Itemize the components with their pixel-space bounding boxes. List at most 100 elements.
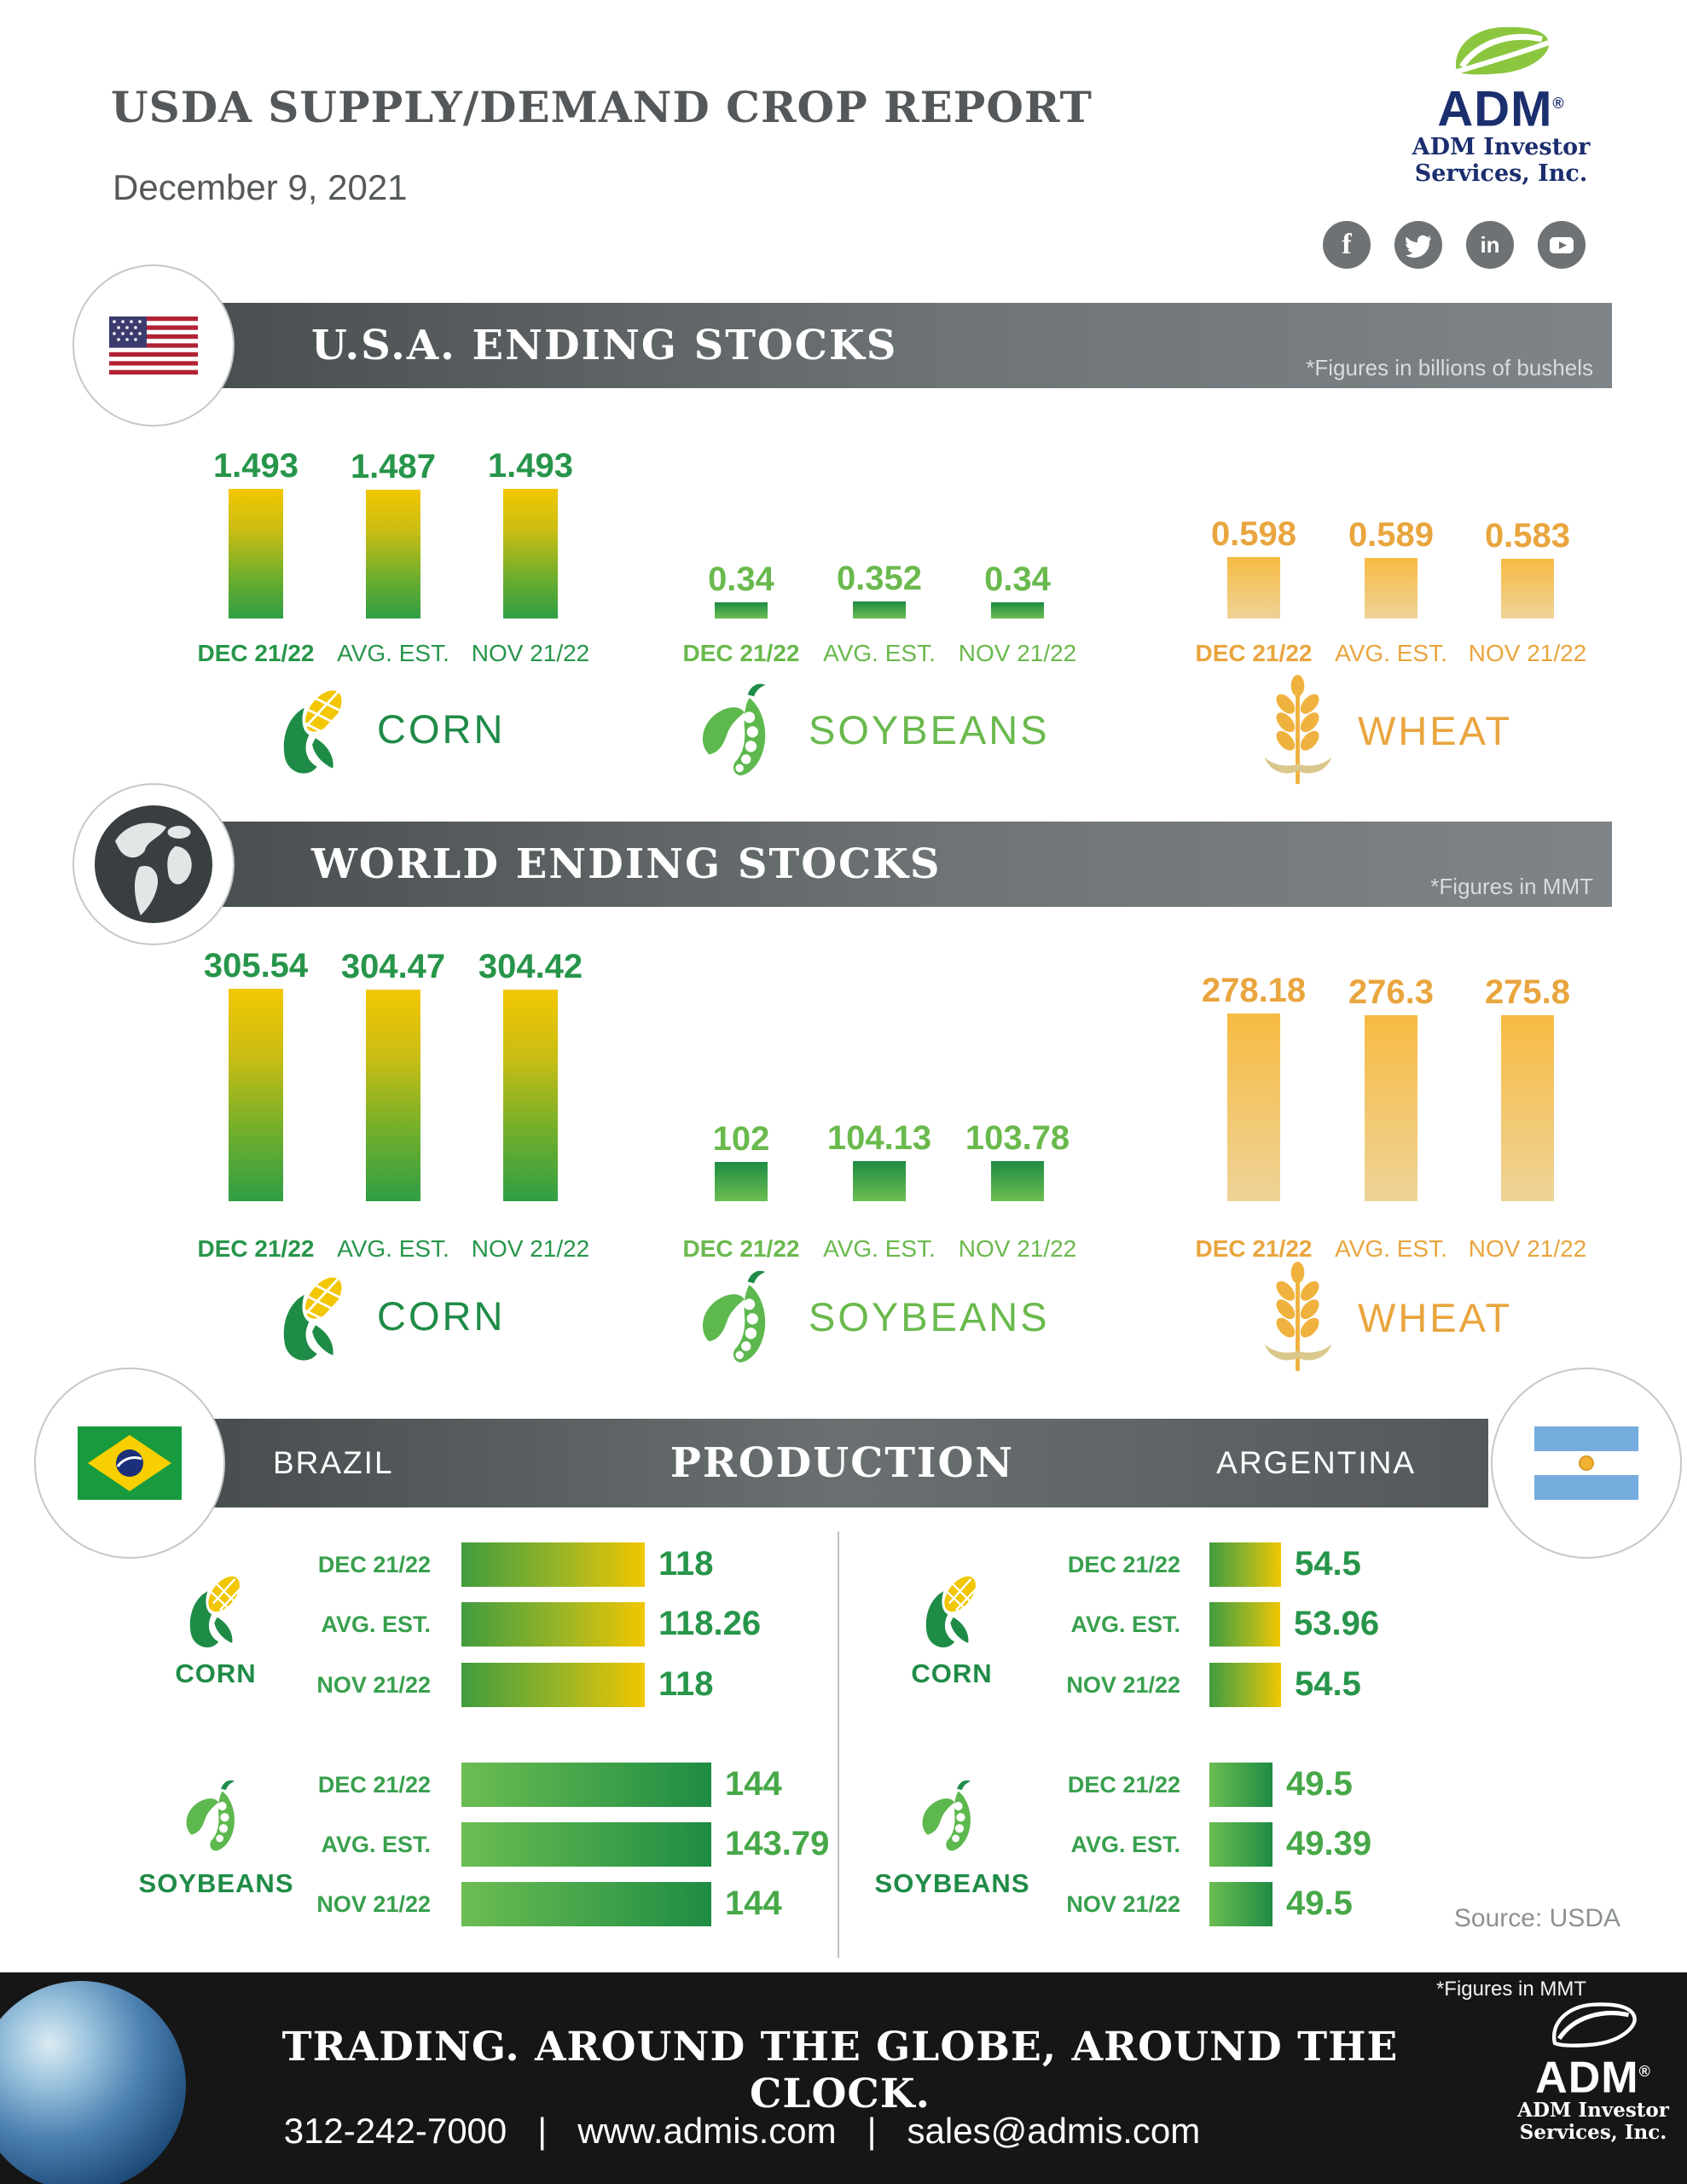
argentina-corn-legend: CORN <box>901 1568 1003 1689</box>
bar-argentina-soybeans-2 <box>1209 1882 1272 1926</box>
value-brazil-soybeans-2: 144 <box>725 1885 782 1922</box>
row-label-argentina-corn-2: NOV 21/22 <box>1066 1672 1180 1698</box>
category-usa-ending-stocks-corn-2: NOV 21/22 <box>471 640 590 666</box>
value-world-ending-stocks-corn-2: 304.42 <box>478 948 583 985</box>
source-note: Source: USDA <box>1453 1904 1620 1932</box>
row-label-brazil-soybeans-0: DEC 21/22 <box>317 1772 431 1798</box>
adm-logo: ADM® ADM Investor Services, Inc. <box>1399 24 1603 187</box>
world-banner-title: WORLD ENDING STOCKS <box>311 840 942 888</box>
bar-argentina-soybeans-0 <box>1209 1763 1272 1807</box>
value-brazil-corn-2: 118 <box>658 1665 714 1703</box>
bar-world-ending-stocks-wheat-0 <box>1227 1014 1280 1201</box>
bar-usa-ending-stocks-wheat-1 <box>1365 558 1417 619</box>
earth-image <box>0 1981 186 2184</box>
bar-world-ending-stocks-soybeans-1 <box>853 1161 906 1201</box>
production-title: PRODUCTION <box>670 1439 1015 1487</box>
row-label-argentina-soybeans-2: NOV 21/22 <box>1066 1891 1180 1917</box>
brazil-flag-icon <box>78 1426 182 1500</box>
separator: | <box>537 2111 548 2151</box>
value-brazil-corn-1: 118.26 <box>658 1605 762 1642</box>
linkedin-icon[interactable]: in <box>1466 221 1514 269</box>
page-title: USDA SUPPLY/DEMAND CROP REPORT <box>111 82 1093 132</box>
usa-banner: U.S.A. ENDING STOCKS *Figures in billion… <box>141 303 1612 388</box>
value-argentina-corn-0: 54.5 <box>1295 1545 1361 1583</box>
world-wheat-legend: WHEAT <box>1261 1261 1512 1374</box>
brazil-label: BRAZIL <box>273 1445 394 1480</box>
adm-brand-text: ADM® <box>1437 81 1565 137</box>
category-usa-ending-stocks-wheat-1: AVG. EST. <box>1335 640 1447 666</box>
category-world-ending-stocks-soybeans-2: NOV 21/22 <box>958 1235 1077 1262</box>
category-world-ending-stocks-corn-0: DEC 21/22 <box>197 1235 315 1262</box>
value-usa-ending-stocks-soybeans-2: 0.34 <box>984 561 1051 598</box>
world-corn-legend: CORN <box>273 1268 505 1363</box>
brazil-soybeans-name: SOYBEANS <box>138 1868 294 1898</box>
world-soybeans-legend: SOYBEANS <box>698 1263 1050 1370</box>
bar-world-ending-stocks-wheat-1 <box>1365 1015 1417 1201</box>
bar-brazil-corn-2 <box>461 1663 645 1707</box>
email-link[interactable]: sales@admis.com <box>907 2111 1201 2151</box>
usa-flag-icon <box>109 317 198 375</box>
separator: | <box>867 2111 877 2151</box>
usa-wheat-name: WHEAT <box>1358 707 1513 753</box>
bar-brazil-soybeans-2 <box>461 1882 711 1926</box>
value-usa-ending-stocks-wheat-0: 0.598 <box>1210 515 1297 553</box>
value-world-ending-stocks-soybeans-1: 104.13 <box>826 1119 932 1157</box>
facebook-icon[interactable]: f <box>1323 221 1371 269</box>
row-label-argentina-soybeans-0: DEC 21/22 <box>1067 1772 1180 1798</box>
category-world-ending-stocks-corn-2: NOV 21/22 <box>471 1235 590 1262</box>
value-argentina-soybeans-1: 49.39 <box>1286 1825 1372 1862</box>
category-usa-ending-stocks-soybeans-0: DEC 21/22 <box>682 640 800 666</box>
bar-argentina-corn-1 <box>1209 1602 1280 1647</box>
value-world-ending-stocks-corn-1: 304.47 <box>340 948 446 985</box>
value-brazil-soybeans-1: 143.79 <box>725 1825 830 1862</box>
value-world-ending-stocks-wheat-1: 276.3 <box>1348 973 1435 1011</box>
world-wheat-name: WHEAT <box>1358 1294 1513 1340</box>
soybean-icon <box>702 683 766 775</box>
world-banner-note: *Figures in MMT <box>1430 874 1593 899</box>
bar-argentina-corn-2 <box>1209 1663 1281 1707</box>
twitter-icon[interactable] <box>1394 221 1442 269</box>
category-world-ending-stocks-corn-1: AVG. EST. <box>337 1235 449 1262</box>
category-usa-ending-stocks-wheat-0: DEC 21/22 <box>1195 640 1313 666</box>
value-usa-ending-stocks-wheat-1: 0.589 <box>1348 516 1435 554</box>
bar-world-ending-stocks-corn-1 <box>366 990 420 1201</box>
category-world-ending-stocks-soybeans-1: AVG. EST. <box>823 1235 936 1262</box>
adm-leaf-icon <box>1456 26 1550 75</box>
argentina-label: ARGENTINA <box>1216 1445 1416 1480</box>
usa-corn-legend: CORN <box>273 681 505 776</box>
category-usa-ending-stocks-soybeans-1: AVG. EST. <box>823 640 936 666</box>
usa-wheat-legend: WHEAT <box>1261 674 1512 787</box>
phone-number[interactable]: 312-242-7000 <box>283 2111 507 2151</box>
adm-leaf-icon <box>1551 2002 1637 2048</box>
category-world-ending-stocks-soybeans-0: DEC 21/22 <box>682 1235 800 1262</box>
value-usa-ending-stocks-corn-1: 1.487 <box>350 448 437 485</box>
category-world-ending-stocks-wheat-0: DEC 21/22 <box>1195 1235 1313 1262</box>
footer-adm-subtitle-line2: Services, Inc. <box>1519 2121 1667 2145</box>
globe-circle <box>72 783 235 945</box>
usa-flag-circle <box>72 264 235 427</box>
bar-argentina-soybeans-1 <box>1209 1822 1272 1867</box>
usa-banner-note: *Figures in billions of bushels <box>1306 355 1593 380</box>
argentina-flag-circle <box>1491 1368 1682 1559</box>
value-usa-ending-stocks-soybeans-1: 0.352 <box>836 560 923 597</box>
youtube-icon[interactable] <box>1538 221 1586 269</box>
corn-icon <box>283 1270 349 1361</box>
row-label-argentina-corn-0: DEC 21/22 <box>1067 1552 1180 1577</box>
soybean-icon <box>922 1780 971 1851</box>
bar-world-ending-stocks-soybeans-2 <box>991 1161 1044 1201</box>
production-divider <box>838 1531 839 1958</box>
report-date: December 9, 2021 <box>113 167 408 207</box>
value-brazil-corn-0: 118 <box>658 1545 714 1583</box>
adm-subtitle-line2: Services, Inc. <box>1414 160 1588 188</box>
wheat-icon <box>1264 1261 1332 1372</box>
value-argentina-soybeans-0: 49.5 <box>1286 1765 1353 1803</box>
value-usa-ending-stocks-corn-2: 1.493 <box>487 447 574 485</box>
bar-brazil-corn-0 <box>461 1542 645 1587</box>
category-usa-ending-stocks-corn-0: DEC 21/22 <box>197 640 315 666</box>
website-link[interactable]: www.admis.com <box>577 2111 837 2151</box>
brazil-flag-circle <box>34 1368 225 1559</box>
bar-world-ending-stocks-corn-2 <box>503 990 558 1201</box>
brazil-corn-legend: CORN <box>165 1568 267 1689</box>
footer-adm-subtitle-line1: ADM Investor <box>1517 2099 1669 2123</box>
